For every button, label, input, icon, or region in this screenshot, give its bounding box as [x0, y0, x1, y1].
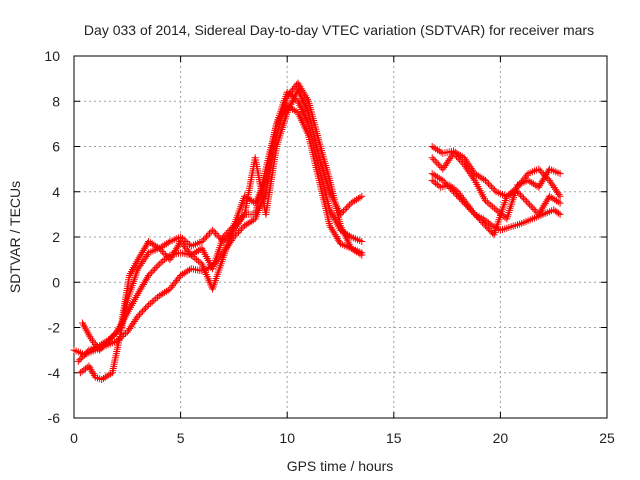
axis-ticks: 0 5 10 15 20 25 -6 -4 -2 0 2 4 6 8 10: [44, 48, 615, 446]
chart-title: Day 033 of 2014, Sidereal Day-to-day VTE…: [84, 22, 594, 38]
y-axis-label: SDTVAR / TECUs: [7, 181, 23, 293]
series-track-1: [70, 79, 366, 359]
series-track-8: [428, 176, 564, 234]
y-tick-label: 4: [52, 184, 60, 200]
grid: [74, 56, 607, 418]
x-axis-label: GPS time / hours: [287, 458, 394, 474]
data-point-markers: [76, 102, 366, 383]
x-tick-label: 5: [177, 430, 185, 446]
y-tick-label: 2: [52, 229, 60, 245]
data-point-markers: [428, 176, 564, 234]
series-track-4: [76, 102, 366, 383]
x-tick-label: 15: [386, 430, 402, 446]
x-tick-label: 20: [493, 430, 509, 446]
y-tick-label: -4: [48, 365, 61, 381]
series-track-5: [428, 143, 564, 200]
y-tick-label: -6: [48, 410, 61, 426]
y-tick-label: -2: [48, 320, 61, 336]
x-tick-label: 10: [279, 430, 295, 446]
x-tick-label: 25: [599, 430, 615, 446]
data-point-markers: [70, 79, 366, 359]
y-tick-label: 10: [44, 48, 60, 64]
data-point-markers: [428, 149, 564, 223]
data-point-markers: [428, 143, 564, 200]
series-track-6: [428, 149, 564, 223]
y-tick-label: 6: [52, 139, 60, 155]
data-points: [70, 79, 564, 383]
x-tick-label: 0: [70, 430, 78, 446]
data-point-markers: [74, 88, 366, 365]
y-tick-label: 0: [52, 274, 60, 290]
series-track-2: [74, 88, 366, 365]
y-tick-label: 8: [52, 93, 60, 109]
